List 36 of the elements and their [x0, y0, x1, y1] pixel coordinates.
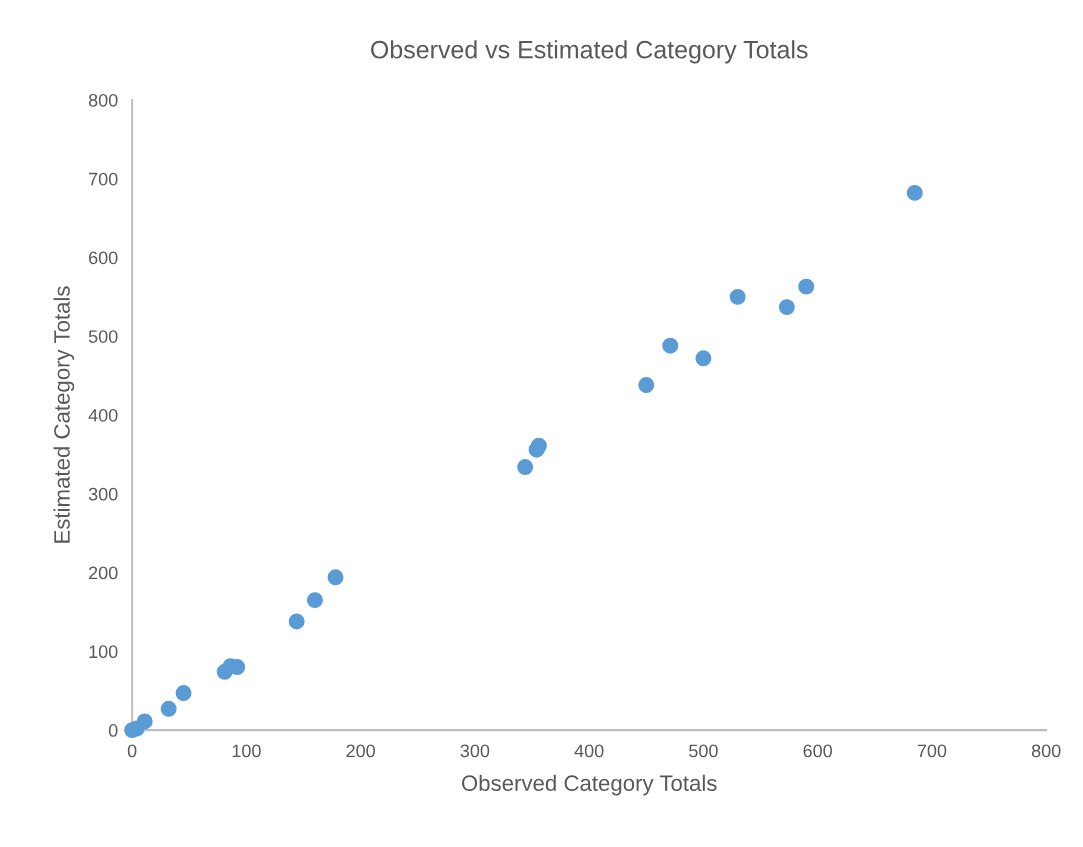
- x-tick-label: 600: [803, 744, 833, 758]
- y-tick-label: 200: [89, 566, 118, 580]
- point: [729, 288, 746, 305]
- point: [798, 278, 815, 295]
- x-axis-title: Observed Category Totals: [461, 774, 717, 796]
- x-tick-label: 800: [1031, 744, 1061, 758]
- point: [136, 713, 153, 730]
- y-tick-label: 600: [89, 251, 118, 265]
- x-tick-label: 300: [460, 744, 490, 758]
- point: [530, 437, 547, 454]
- point: [288, 613, 305, 630]
- point: [662, 337, 679, 354]
- x-tick-label: 100: [232, 744, 261, 758]
- y-tick-label: 0: [108, 724, 118, 737]
- y-tick-label: 300: [88, 487, 118, 501]
- x-tick-label: 500: [689, 744, 718, 758]
- chart-title: Observed vs Estimated Category Totals: [371, 40, 808, 64]
- point: [306, 592, 323, 609]
- point: [327, 569, 344, 586]
- point: [695, 350, 712, 367]
- point: [175, 685, 192, 702]
- x-tick-label: 0: [127, 744, 137, 758]
- y-tick-label: 800: [88, 93, 118, 107]
- x-tick-label: 700: [917, 744, 947, 758]
- y-axis-title: Estimated Category Totals: [53, 286, 75, 543]
- point: [517, 459, 534, 475]
- y-tick-label: 400: [88, 408, 118, 422]
- y-tick-label: 700: [89, 172, 118, 186]
- point: [638, 377, 655, 394]
- point: [906, 184, 923, 201]
- x-tick-label: 200: [346, 744, 375, 758]
- y-tick-label: 500: [88, 330, 118, 343]
- x-tick-label: 400: [574, 744, 604, 758]
- point: [160, 700, 177, 717]
- point: [778, 299, 795, 316]
- y-tick-label: 100: [89, 645, 118, 659]
